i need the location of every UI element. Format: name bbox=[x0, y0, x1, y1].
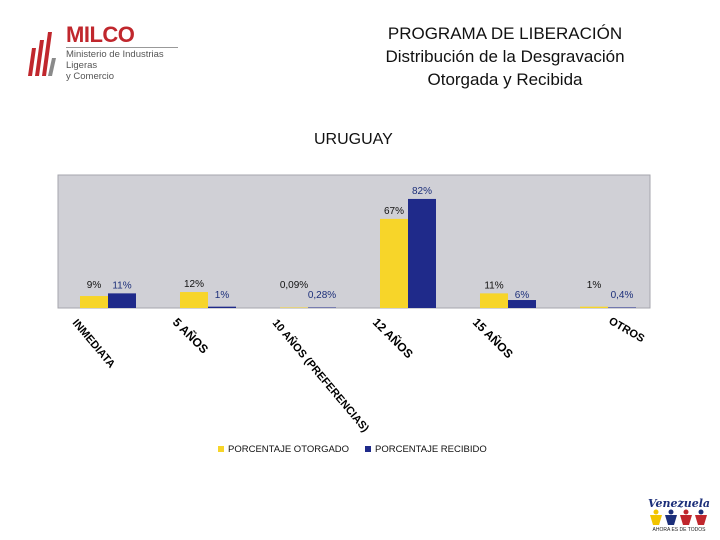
badge-title: Venezuela bbox=[647, 497, 711, 510]
bar-10-anos-preferencias-recibido bbox=[308, 307, 336, 308]
value-label-12-anos-otorgado: 67% bbox=[384, 206, 404, 217]
bar-otros-otorgado bbox=[580, 306, 608, 308]
bar-12-anos-recibido bbox=[408, 198, 436, 308]
value-label-otros-recibido: 0,4% bbox=[611, 290, 634, 301]
value-label-15-anos-recibido: 6% bbox=[515, 290, 530, 301]
legend-swatch-recibido bbox=[365, 446, 371, 452]
title-line2: Distribución de la Desgravación bbox=[385, 47, 625, 66]
venezuela-badge: Venezuela AHORA ES DE TODOS bbox=[646, 497, 712, 537]
category-label-otros: OTROS bbox=[607, 315, 647, 345]
category-labels-group: INMEDIATA 5 AÑOS 10 AÑOS (PREFERENCIAS)12 … bbox=[70, 315, 647, 435]
value-label-otros-otorgado: 1% bbox=[587, 280, 602, 291]
bar-15-anos-otorgado bbox=[480, 293, 508, 308]
logo-subtitle: Ministerio de Industrias Ligeras y Comer… bbox=[66, 49, 196, 82]
category-label-inmediata: INMEDIATA bbox=[70, 317, 117, 370]
badge-tagline: AHORA ES DE TODOS bbox=[652, 527, 706, 533]
value-label-inmediata-otorgado: 9% bbox=[87, 280, 102, 291]
bar-inmediata-otorgado bbox=[80, 296, 108, 308]
value-label-5-anos-otorgado: 12% bbox=[184, 279, 204, 290]
legend-label-recibido: PORCENTAJE RECIBIDO bbox=[375, 444, 487, 455]
bar-12-anos-otorgado bbox=[380, 218, 408, 308]
logo-divider bbox=[66, 47, 178, 48]
plot-area bbox=[57, 174, 651, 309]
legend-swatch-otorgado bbox=[218, 446, 224, 452]
category-label-15-anos: 15 AÑOS bbox=[470, 315, 517, 362]
value-labels-group: 9% 11% 12% 1% 0,09%0,28% 67% 82% 11% 6% 1% 0,4% bbox=[87, 186, 634, 301]
bar-chart: 9% 11% 12% 1% 0,09%0,28% 67% 82% 11% 6% 1% 0,4% IN… bbox=[57, 174, 651, 455]
logo-subtitle-line1: Ministerio de Industrias Ligeras bbox=[66, 49, 164, 71]
milco-mark-icon bbox=[28, 32, 56, 76]
value-label-10-anos-preferencias-recibido: 0,28% bbox=[308, 290, 336, 301]
legend-label-otorgado: PORCENTAJE OTORGADO bbox=[228, 444, 349, 455]
value-label-12-anos-recibido: 82% bbox=[412, 186, 432, 197]
value-label-inmediata-recibido: 11% bbox=[112, 280, 131, 291]
bars-group bbox=[80, 198, 636, 308]
value-label-15-anos-otorgado: 11% bbox=[484, 280, 503, 291]
title-line3: Otorgada y Recibida bbox=[427, 70, 583, 89]
category-label-12-anos: 12 AÑOS bbox=[370, 315, 417, 362]
title-line1: PROGRAMA DE LIBERACIÓN bbox=[387, 24, 623, 43]
bar-15-anos-recibido bbox=[508, 300, 536, 308]
logo-subtitle-line2: y Comercio bbox=[66, 71, 115, 82]
bar-otros-recibido bbox=[608, 307, 636, 308]
people-icon bbox=[650, 509, 707, 525]
country-label: URUGUAY bbox=[314, 131, 393, 148]
legend: PORCENTAJE OTORGADO PORCENTAJE RECIBIDO bbox=[218, 444, 487, 455]
bar-5-anos-recibido bbox=[208, 306, 236, 308]
value-label-10-anos-preferencias-otorgado: 0,09% bbox=[280, 280, 308, 291]
bar-inmediata-recibido bbox=[108, 293, 136, 308]
logo-brand: MILCO bbox=[66, 22, 135, 47]
bar-10-anos-preferencias-otorgado bbox=[280, 307, 308, 308]
milco-logo: MILCO Ministerio de Industrias Ligeras y… bbox=[26, 22, 196, 82]
category-label-5-anos: 5 AÑOS bbox=[170, 315, 212, 357]
category-label-10-anos-preferencias: 10 AÑOS (PREFERENCIAS) bbox=[270, 317, 372, 435]
value-label-5-anos-recibido: 1% bbox=[215, 290, 230, 301]
page-title: PROGRAMA DE LIBERACIÓN Distribución de l… bbox=[330, 22, 680, 91]
bar-5-anos-otorgado bbox=[180, 292, 208, 308]
